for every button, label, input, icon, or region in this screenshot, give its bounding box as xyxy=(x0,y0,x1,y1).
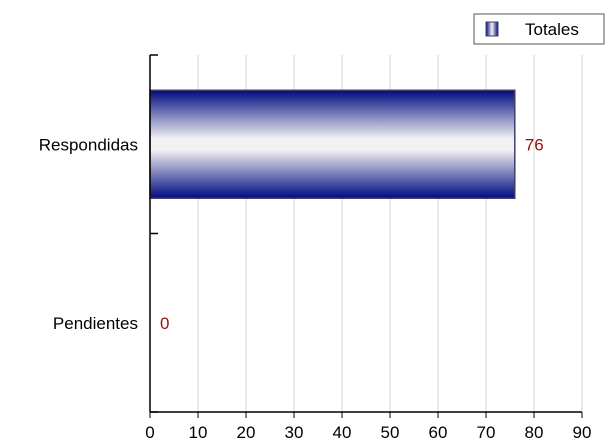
x-tick-label: 90 xyxy=(573,423,592,441)
x-tick-label: 80 xyxy=(525,423,544,441)
x-tick-label: 0 xyxy=(145,423,154,441)
x-tick-label: 40 xyxy=(333,423,352,441)
data-label: 0 xyxy=(160,314,169,333)
bars xyxy=(149,89,516,199)
data-labels: 76 0 xyxy=(160,135,544,333)
x-tick-label: 10 xyxy=(189,423,208,441)
category-label: Pendientes xyxy=(53,314,138,333)
x-tick-label: 60 xyxy=(429,423,448,441)
x-tick-labels: 0 10 20 30 40 50 60 70 80 90 xyxy=(145,423,591,441)
x-tick-label: 50 xyxy=(381,423,400,441)
axes xyxy=(149,54,583,418)
legend-swatch xyxy=(485,21,499,37)
x-tick-label: 70 xyxy=(477,423,496,441)
x-tick-label: 20 xyxy=(237,423,256,441)
category-label: Respondidas xyxy=(39,135,138,154)
category-labels: Respondidas Pendientes xyxy=(39,135,138,333)
bar xyxy=(149,89,516,199)
x-tick-label: 30 xyxy=(285,423,304,441)
legend-label: Totales xyxy=(525,20,579,39)
legend: Totales xyxy=(473,13,605,45)
data-label: 76 xyxy=(525,135,544,154)
